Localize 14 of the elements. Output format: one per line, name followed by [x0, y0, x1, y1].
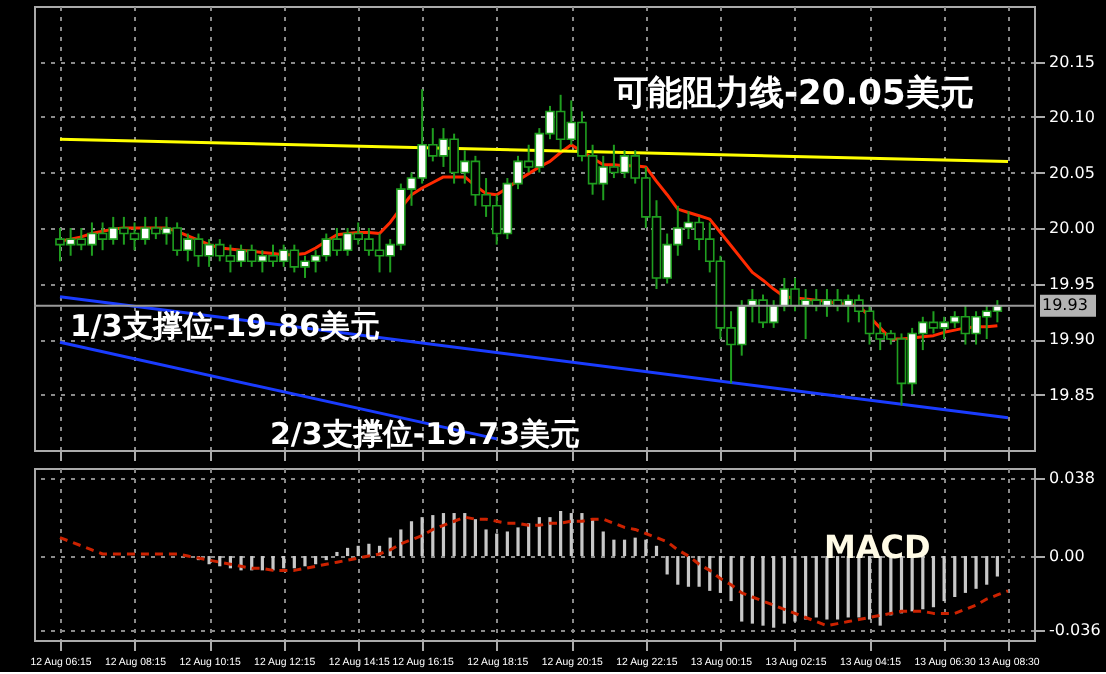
- ref-line-label: 19.93: [1042, 295, 1088, 314]
- y-tick-label: 20.00: [1049, 219, 1095, 237]
- y-tick-label: 19.95: [1049, 274, 1095, 293]
- y-tick-label: 20.15: [1049, 52, 1095, 71]
- annotation: MACD: [824, 528, 931, 566]
- annotation: 可能阻力线-20.05美元: [612, 74, 974, 114]
- y-tick-label: 19.90: [1049, 330, 1095, 348]
- y-tick-label: 0.038: [1049, 469, 1095, 488]
- y-tick-label: 20.10: [1049, 108, 1095, 126]
- y-tick-label: -0.036: [1049, 620, 1101, 639]
- y-tick-label: 0.00: [1049, 547, 1085, 566]
- annotation: 2/3支撑位-19.73美元: [270, 416, 581, 452]
- y-tick-label: 19.85: [1049, 385, 1095, 404]
- y-tick-label: 20.05: [1049, 163, 1095, 182]
